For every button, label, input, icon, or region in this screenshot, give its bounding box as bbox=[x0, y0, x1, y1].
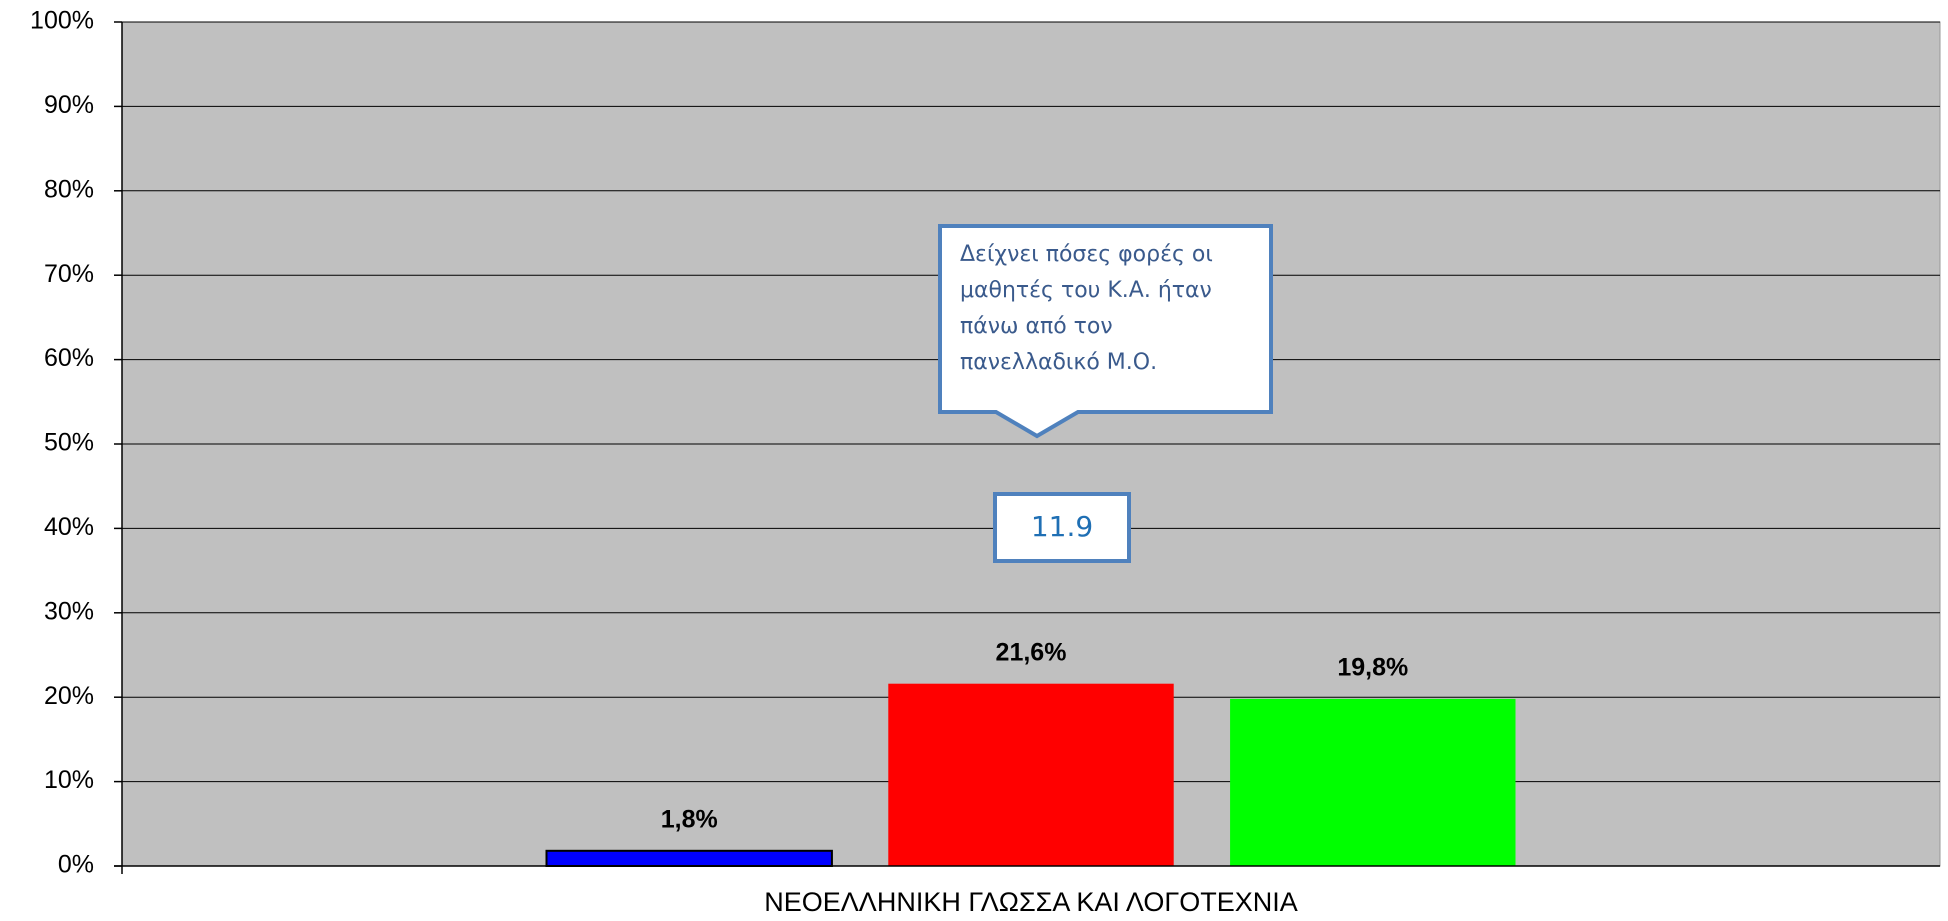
callout-text: μαθητές του Κ.Α. ήταν bbox=[960, 278, 1212, 303]
value-box: 11.9 bbox=[993, 492, 1131, 563]
bar bbox=[888, 683, 1174, 866]
x-tick-label: ΝΕΟΕΛΛΗΝΙΚΗ ΓΛΩΣΣΑ ΚΑΙ ΛΟΓΟΤΕΧΝΙΑ bbox=[764, 887, 1298, 917]
callout: Δείχνει πόσες φορές οι μαθητές του Κ.Α. … bbox=[938, 224, 1273, 439]
bar bbox=[1230, 698, 1516, 866]
data-label: 1,8% bbox=[661, 805, 718, 833]
value-box-shape bbox=[993, 492, 1131, 563]
bars bbox=[545, 683, 1516, 867]
callout-text: Δείχνει πόσες φορές οι bbox=[960, 242, 1213, 267]
value-box-text: 11.9 bbox=[1031, 510, 1093, 543]
y-tick-label: 50% bbox=[44, 429, 94, 457]
callout-shape bbox=[938, 224, 1273, 439]
bar bbox=[545, 849, 833, 867]
y-tick-label: 80% bbox=[44, 175, 94, 203]
y-tick-label: 10% bbox=[44, 766, 94, 794]
data-label: 19,8% bbox=[1337, 653, 1408, 681]
callout-text: πανελλαδικό Μ.Ο. bbox=[960, 350, 1157, 375]
y-tick-label: 60% bbox=[44, 344, 94, 372]
y-tick-label: 30% bbox=[44, 597, 94, 625]
y-tick-label: 40% bbox=[44, 513, 94, 541]
y-tick-label: 70% bbox=[44, 260, 94, 288]
y-tick-label: 0% bbox=[58, 851, 94, 879]
data-label: 21,6% bbox=[996, 638, 1067, 666]
y-tick-label: 90% bbox=[44, 91, 94, 119]
y-tick-label: 20% bbox=[44, 682, 94, 710]
callout-text: πάνω από τον bbox=[960, 314, 1113, 339]
y-tick-label: 100% bbox=[30, 7, 94, 35]
